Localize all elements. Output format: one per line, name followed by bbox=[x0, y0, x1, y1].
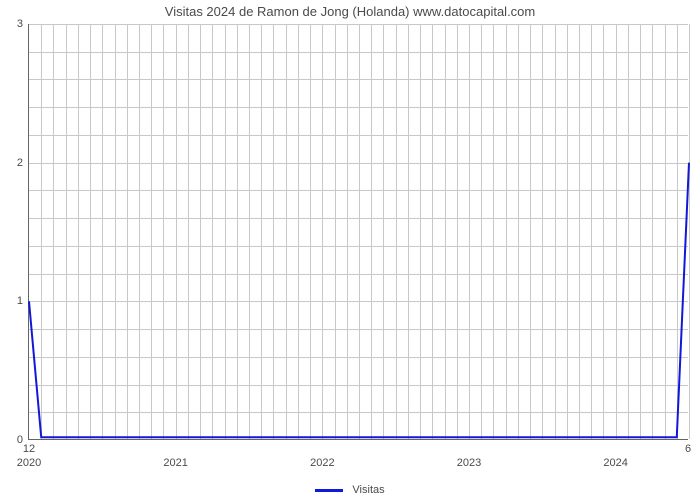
y-tick-label: 1 bbox=[17, 295, 29, 307]
y-tick-label: 2 bbox=[17, 157, 29, 169]
x-tick-label: 2021 bbox=[163, 439, 187, 469]
plot-area: 0123 20202021202220232024 12 6 bbox=[28, 24, 688, 440]
legend-swatch bbox=[315, 489, 343, 492]
legend: Visitas bbox=[0, 484, 700, 496]
x-tick-label: 2024 bbox=[603, 439, 627, 469]
legend-label: Visitas bbox=[352, 484, 384, 496]
x-tick-label: 2022 bbox=[310, 439, 334, 469]
chart-line-layer bbox=[29, 24, 689, 440]
series-line bbox=[29, 163, 689, 438]
chart-title: Visitas 2024 de Ramon de Jong (Holanda) … bbox=[0, 4, 700, 19]
axis-extra-right: 6 bbox=[685, 439, 691, 455]
y-tick-label: 3 bbox=[17, 18, 29, 30]
x-tick-label: 2023 bbox=[457, 439, 481, 469]
axis-extra-left: 12 bbox=[23, 439, 35, 455]
